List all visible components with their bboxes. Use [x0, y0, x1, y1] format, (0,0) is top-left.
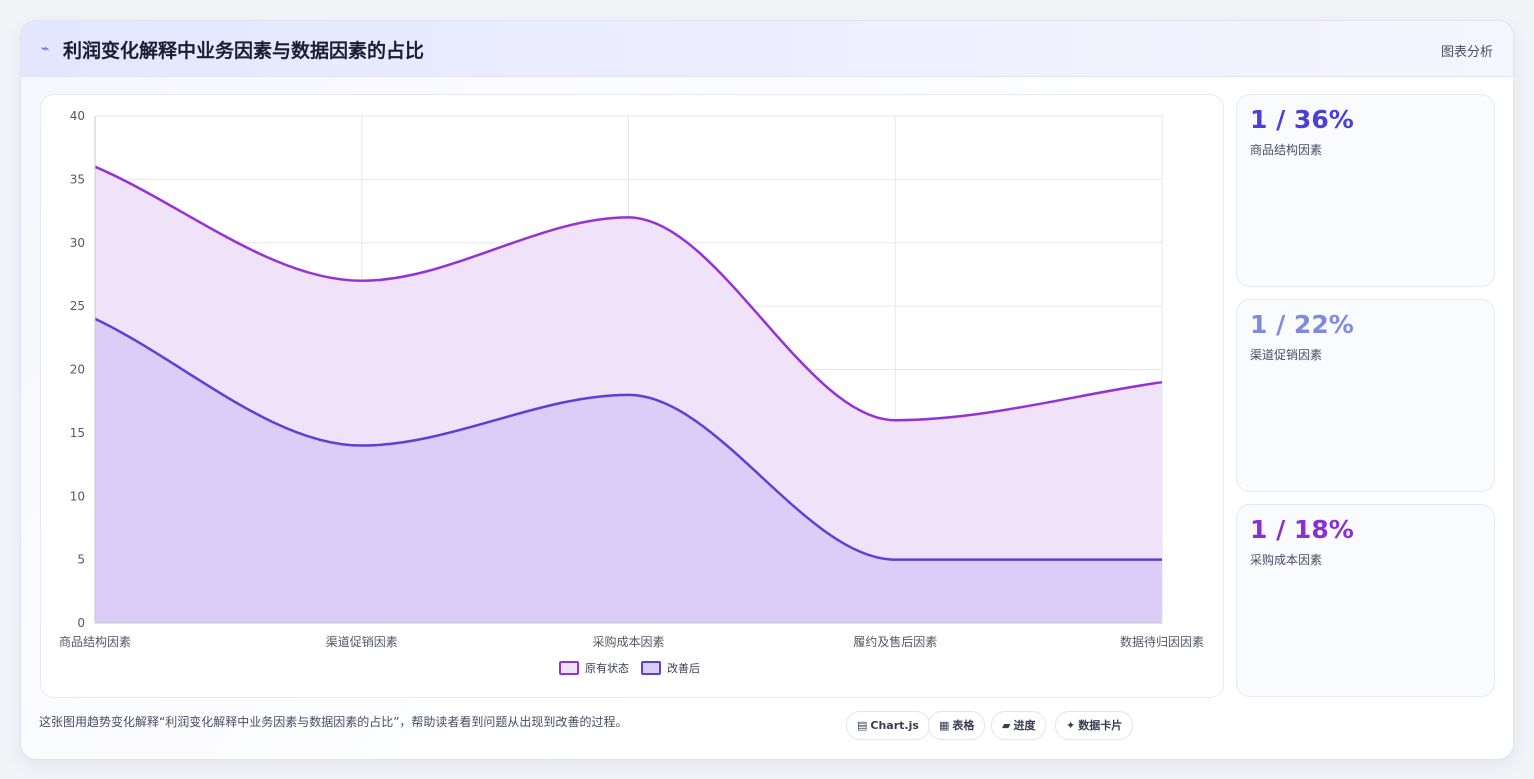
- chartjs-pill[interactable]: ▤ Chart.js: [846, 711, 930, 740]
- chart-icon: ▤: [857, 719, 868, 732]
- y-tick-label: 40: [70, 109, 85, 123]
- stat-label: 商品结构因素: [1250, 143, 1323, 157]
- trend-icon: ⌁: [41, 41, 50, 57]
- x-tick-label: 数据待归因因素: [1120, 634, 1204, 649]
- pill-label: 表格: [952, 719, 975, 732]
- pill-label: 进度: [1013, 719, 1036, 732]
- stat-value: 1 / 18%: [1250, 515, 1354, 544]
- y-tick-label: 25: [70, 299, 85, 313]
- y-tick-label: 20: [70, 363, 85, 377]
- pill-label: Chart.js: [870, 719, 919, 732]
- y-tick-label: 30: [70, 236, 85, 250]
- legend-swatch: [641, 661, 661, 675]
- table-icon: ▦: [939, 719, 950, 732]
- chart-panel: 0 5 10 15 20 25 30 35 40 商品结构因素 渠道促销因素 采购成本因素 履约及售后因…: [40, 94, 1224, 698]
- stat-card-1: 1 / 36% 商品结构因素: [1236, 94, 1495, 287]
- legend-swatch: [559, 661, 579, 675]
- progress-pill[interactable]: ▰ 进度: [991, 711, 1047, 740]
- x-tick-label: 渠道促销因素: [326, 635, 398, 649]
- y-tick-label: 15: [70, 426, 85, 440]
- x-tick-label: 采购成本因素: [592, 634, 664, 649]
- table-pill[interactable]: ▦ 表格: [928, 711, 986, 740]
- stat-value: 1 / 22%: [1250, 310, 1354, 339]
- y-tick-label: 10: [70, 489, 85, 503]
- dashboard-card: ⌁ 利润变化解释中业务因素与数据因素的占比 图表分析 0 5 10 15 20 25 30 3…: [20, 20, 1514, 760]
- chart-analysis-label: 图表分析: [1440, 45, 1493, 60]
- data-card-pill[interactable]: ✦ 数据卡片: [1055, 711, 1134, 740]
- series-area-2: [95, 318, 1162, 623]
- legend-label: 原有状态: [585, 661, 629, 675]
- stat-label: 采购成本因素: [1250, 553, 1323, 567]
- y-tick-label: 35: [70, 172, 85, 186]
- y-tick-label: 5: [77, 553, 85, 567]
- chart-description: 这张图用趋势变化解释“利润变化解释中业务因素与数据因素的占比”，帮助读者看到问题…: [39, 715, 628, 729]
- stat-card-2: 1 / 22% 渠道促销因素: [1236, 299, 1495, 492]
- x-tick-label: 履约及售后因素: [853, 634, 937, 649]
- stat-card-3: 1 / 18% 采购成本因素: [1236, 504, 1495, 697]
- series-line-2: [94, 317, 1162, 561]
- card-header: ⌁ 利润变化解释中业务因素与数据因素的占比 图表分析: [21, 21, 1513, 77]
- stat-label: 渠道促销因素: [1250, 348, 1323, 362]
- stat-value: 1 / 36%: [1250, 105, 1354, 134]
- series-line-1: [94, 165, 1163, 422]
- y-tick-label: 0: [77, 616, 85, 630]
- x-tick-label: 商品结构因素: [59, 634, 131, 649]
- progress-icon: ▰: [1002, 719, 1011, 732]
- area-chart: 0 5 10 15 20 25 30 35 40 商品结构因素 渠道促销因素 采购成本因素 履约及售后因…: [59, 109, 1204, 675]
- pill-label: 数据卡片: [1078, 719, 1123, 732]
- chart-title: 利润变化解释中业务因素与数据因素的占比: [63, 40, 425, 62]
- sparkle-icon: ✦: [1066, 719, 1076, 732]
- legend-label: 改善后: [667, 661, 700, 675]
